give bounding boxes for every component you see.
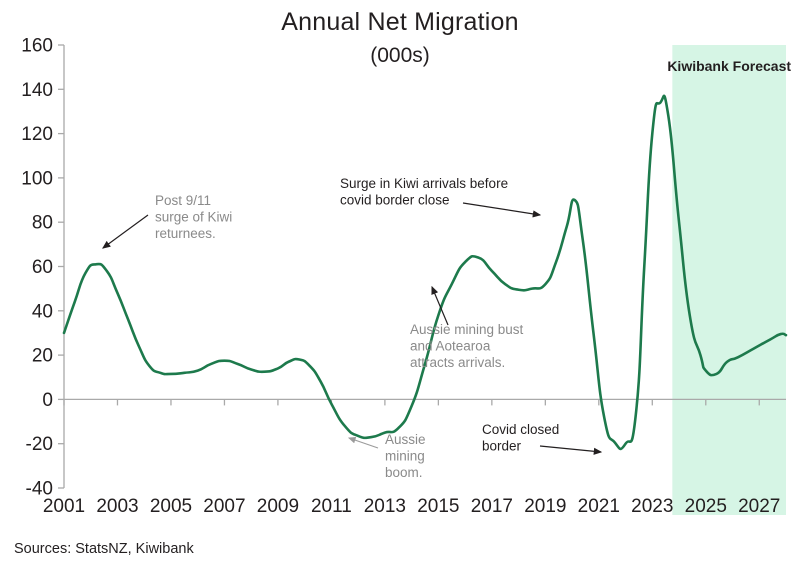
x-tick-label: 2017	[471, 496, 513, 517]
chart-subtitle: (000s)	[370, 44, 430, 67]
y-axis: -40 -20 0 20 40 60 80 100 120 140 160	[21, 36, 786, 500]
x-tick-label: 2021	[578, 496, 620, 517]
annotation-arrow-aussie-mining-boom	[347, 437, 379, 449]
annotation-post-911: Post 9/11 surge of Kiwi returnees.	[102, 193, 232, 249]
forecast-band-text: Kiwibank Forecast	[667, 58, 791, 74]
forecast-band	[672, 45, 786, 515]
x-axis: 2001 2003 2005 2007 2009 2011 2013 2015 2017 2019…	[43, 399, 780, 517]
annotation-covid-closed-border: Covid closed border	[482, 422, 603, 455]
y-tick-label: 160	[21, 36, 53, 57]
forecast-band-label: Kiwibank Forecast	[667, 58, 791, 74]
annotation-text-post-911: Post 9/11 surge of Kiwi returnees.	[155, 193, 232, 241]
y-tick-label: 100	[21, 168, 53, 189]
annotation-text-covid-surge: Surge in Kiwi arrivals before covid borde…	[340, 176, 508, 208]
annotation-arrow-post-911	[102, 214, 149, 249]
annotation-arrow-aussie-mining-bust	[431, 285, 449, 326]
x-tick-label: 2019	[524, 496, 566, 517]
annotation-text-aussie-mining-boom: Aussie mining boom.	[385, 432, 426, 480]
x-tick-label: 2007	[203, 496, 245, 517]
series-line-0	[62, 94, 788, 451]
x-tick-label: 2025	[685, 496, 727, 517]
y-tick-label: -40	[26, 479, 53, 500]
y-tick-label: -20	[26, 434, 53, 455]
y-tick-label: 140	[21, 80, 53, 101]
x-tick-label: 2001	[43, 496, 85, 517]
x-tick-label: 2027	[738, 496, 780, 517]
x-tick-label: 2015	[417, 496, 459, 517]
x-tick-label: 2011	[311, 496, 352, 517]
chart-annotations: Post 9/11 surge of Kiwi returnees. Surge in…	[102, 176, 603, 480]
y-tick-label: 0	[42, 390, 53, 411]
annotation-text-covid-closed-border: Covid closed border	[482, 422, 559, 454]
annotation-text-aussie-mining-bust: Aussie mining bust and Aotearoa attracts a…	[410, 322, 524, 370]
x-tick-label: 2003	[96, 496, 138, 517]
annotation-arrow-covid-surge	[462, 202, 542, 218]
chart-title: Annual Net Migration	[281, 8, 518, 36]
source-note: Sources: StatsNZ, Kiwibank	[14, 541, 194, 557]
annotation-aussie-mining-bust: Aussie mining bust and Aotearoa attracts a…	[410, 285, 524, 370]
annotation-covid-surge: Surge in Kiwi arrivals before covid borde…	[340, 176, 542, 218]
y-tick-label: 80	[32, 213, 53, 234]
y-tick-label: 120	[21, 124, 53, 145]
x-tick-label: 2013	[364, 496, 406, 517]
x-tick-label: 2023	[631, 496, 673, 517]
y-tick-label: 20	[32, 346, 53, 367]
forecast-band-rect	[672, 45, 786, 515]
x-tick-label: 2005	[150, 496, 192, 517]
y-tick-label: 40	[32, 301, 53, 322]
data-series	[62, 94, 788, 451]
annotation-aussie-mining-boom: Aussie mining boom.	[347, 432, 426, 480]
annotation-arrow-covid-closed-border	[539, 445, 603, 455]
y-tick-label: 60	[32, 257, 53, 278]
x-tick-label: 2009	[257, 496, 299, 517]
